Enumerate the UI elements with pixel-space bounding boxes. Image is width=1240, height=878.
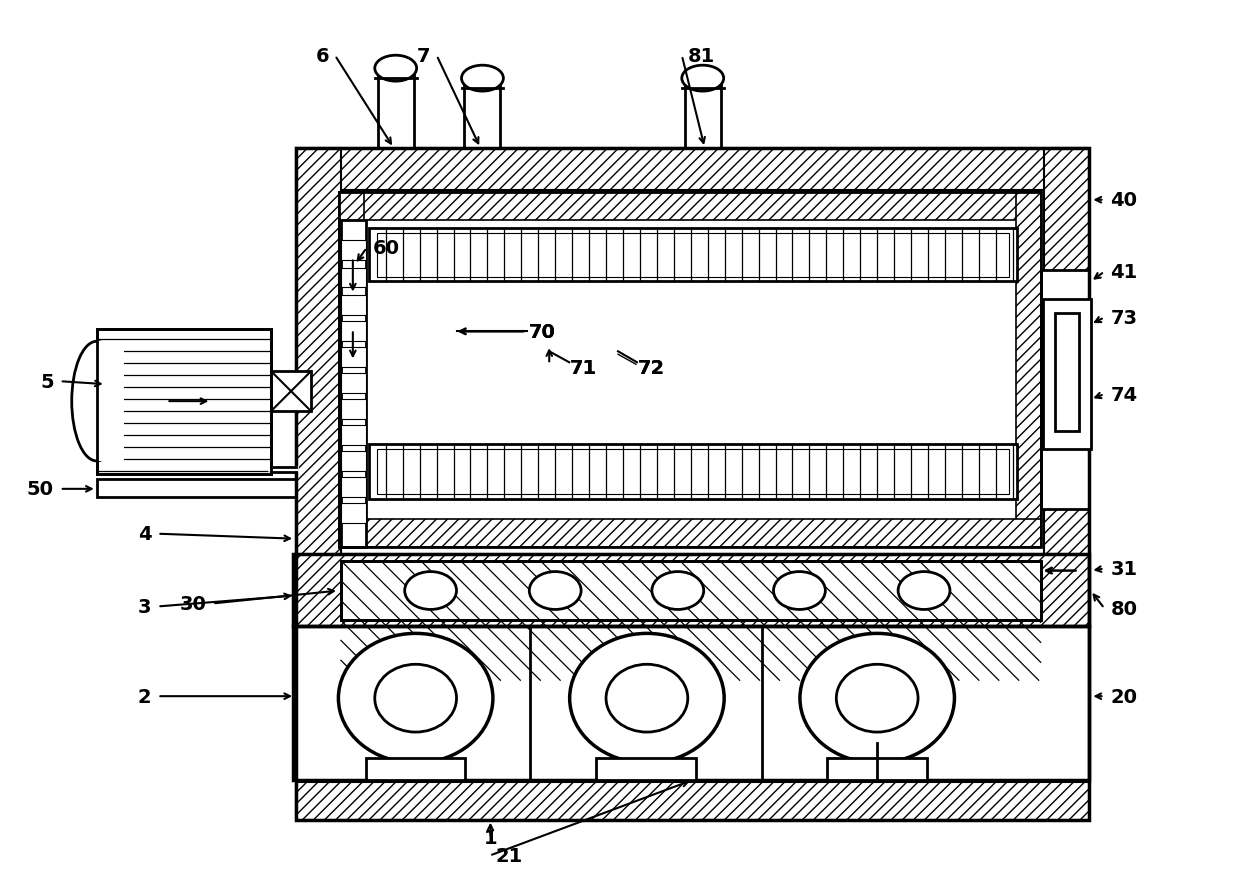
Bar: [1040, 270, 1089, 509]
Text: 80: 80: [1111, 600, 1137, 618]
Bar: [1044, 148, 1089, 820]
Text: 5: 5: [40, 372, 53, 392]
Text: 50: 50: [27, 479, 53, 499]
Bar: [339, 192, 1040, 547]
Bar: [341, 269, 366, 288]
Ellipse shape: [529, 572, 582, 609]
Ellipse shape: [569, 634, 724, 763]
Ellipse shape: [339, 634, 494, 763]
Bar: [368, 444, 1017, 500]
Bar: [341, 241, 366, 260]
Text: 74: 74: [1111, 385, 1137, 404]
Bar: [1055, 314, 1079, 431]
Text: 41: 41: [1111, 263, 1137, 282]
Bar: [465, 81, 501, 148]
Bar: [341, 374, 366, 393]
Text: 31: 31: [1111, 559, 1137, 579]
Bar: [97, 479, 296, 497]
Ellipse shape: [404, 572, 456, 609]
Bar: [97, 330, 272, 474]
Bar: [293, 627, 1089, 780]
Bar: [339, 192, 363, 547]
Text: 72: 72: [637, 358, 665, 378]
Bar: [684, 81, 720, 148]
Text: 1: 1: [484, 828, 497, 847]
Text: 2: 2: [138, 687, 151, 706]
Text: 70: 70: [528, 322, 556, 342]
Bar: [341, 451, 366, 471]
Text: 70: 70: [528, 322, 556, 342]
Ellipse shape: [374, 665, 456, 732]
Bar: [341, 296, 366, 316]
Bar: [341, 561, 1040, 621]
Text: 60: 60: [373, 239, 399, 258]
Bar: [97, 330, 272, 474]
Ellipse shape: [72, 342, 122, 462]
Bar: [827, 758, 928, 780]
Text: 4: 4: [138, 524, 151, 543]
Text: 72: 72: [637, 358, 665, 378]
Bar: [341, 220, 366, 547]
Bar: [378, 71, 414, 148]
Ellipse shape: [374, 56, 417, 82]
Ellipse shape: [836, 665, 918, 732]
Ellipse shape: [461, 66, 503, 92]
Bar: [368, 228, 1017, 282]
Ellipse shape: [800, 634, 955, 763]
Bar: [341, 399, 366, 420]
Ellipse shape: [774, 572, 826, 609]
Ellipse shape: [606, 665, 688, 732]
Bar: [341, 503, 366, 523]
Text: 73: 73: [1111, 308, 1137, 327]
Bar: [339, 519, 1040, 547]
Bar: [366, 758, 465, 780]
Bar: [272, 371, 311, 412]
Bar: [1016, 192, 1040, 547]
Bar: [296, 148, 1089, 820]
Ellipse shape: [652, 572, 704, 609]
Bar: [97, 342, 124, 462]
Ellipse shape: [898, 572, 950, 609]
Ellipse shape: [682, 66, 724, 92]
Bar: [341, 322, 366, 342]
Bar: [293, 554, 1089, 627]
Bar: [339, 192, 1040, 220]
Bar: [596, 758, 696, 780]
Bar: [341, 478, 366, 497]
Text: 6: 6: [315, 47, 329, 66]
Text: 3: 3: [138, 597, 151, 616]
Bar: [377, 234, 1009, 277]
Text: 20: 20: [1111, 687, 1137, 706]
Text: 81: 81: [688, 47, 715, 66]
Text: 71: 71: [570, 358, 598, 378]
Bar: [296, 782, 1089, 820]
Bar: [296, 148, 341, 820]
Text: 7: 7: [417, 47, 430, 66]
Bar: [341, 348, 366, 368]
Bar: [377, 450, 1009, 494]
Text: 21: 21: [496, 846, 522, 865]
Text: 40: 40: [1111, 191, 1137, 210]
Bar: [293, 554, 1089, 627]
Bar: [341, 426, 366, 445]
Text: 71: 71: [570, 358, 598, 378]
Bar: [1043, 300, 1090, 450]
Text: 30: 30: [180, 594, 206, 613]
Bar: [341, 561, 1040, 621]
Bar: [296, 148, 1089, 191]
